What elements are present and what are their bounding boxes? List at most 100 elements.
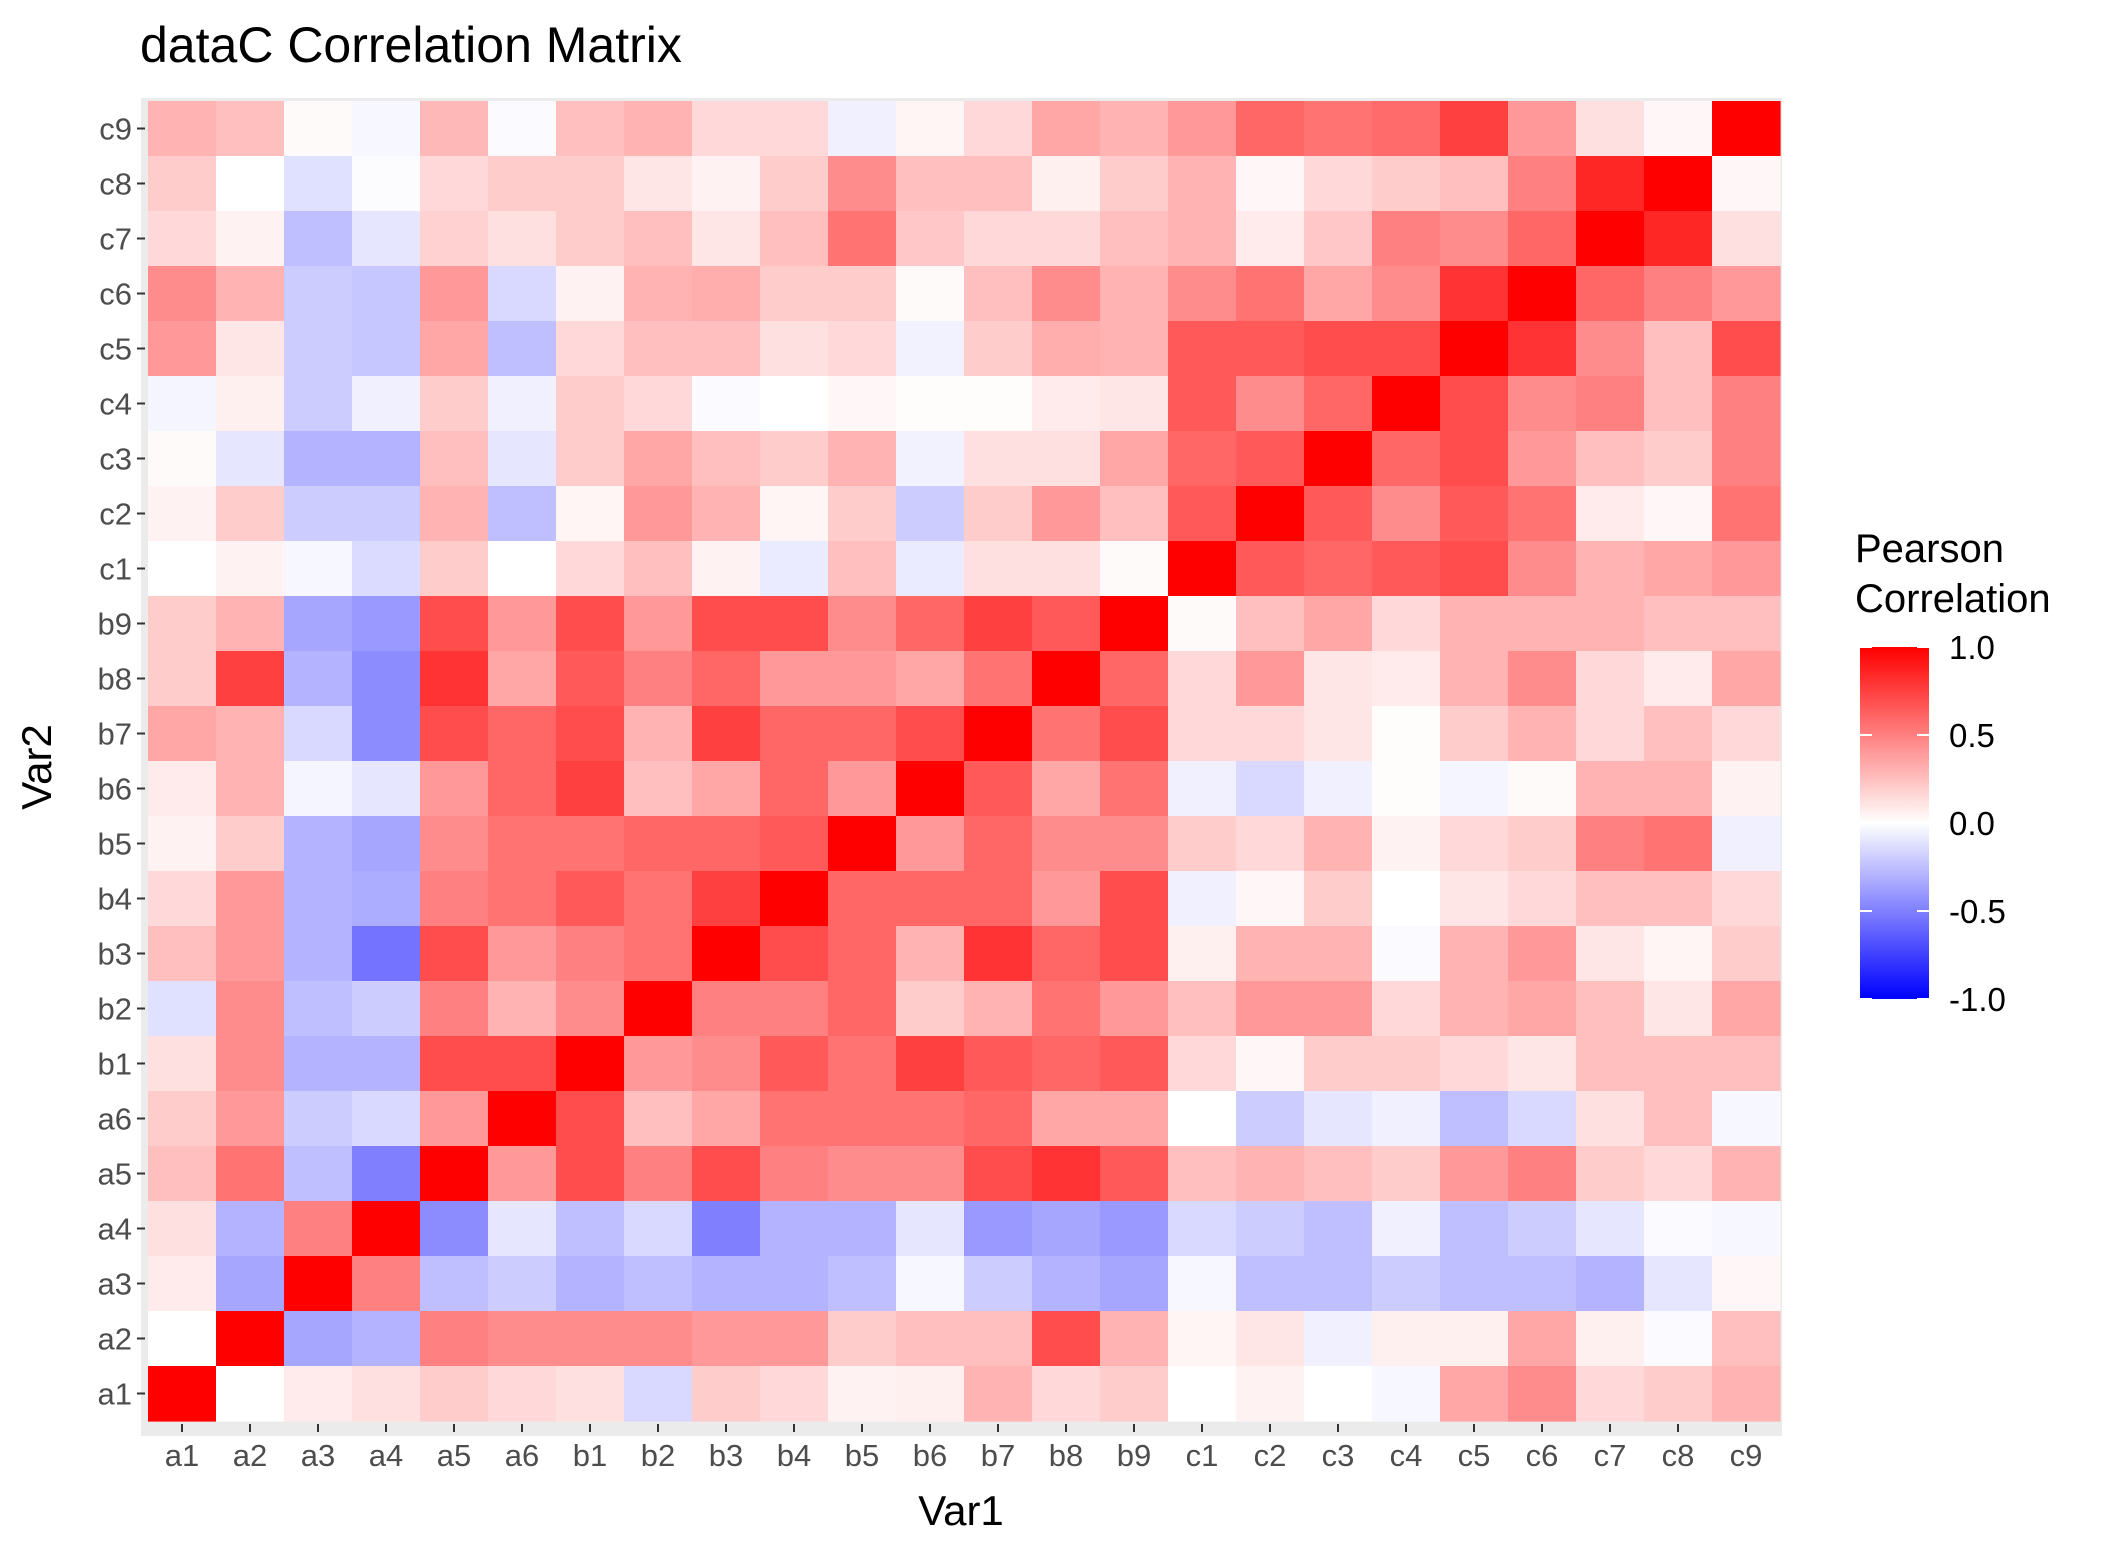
heatmap-cell-b1-b8	[556, 651, 625, 707]
heatmap-cell-b8-c4	[1032, 376, 1101, 432]
heatmap-cell-a1-b3	[148, 926, 217, 982]
heatmap-cell-a2-c5	[216, 321, 285, 377]
heatmap-cell-b3-a2	[692, 1311, 761, 1367]
heatmap-cell-c2-a3	[1236, 1256, 1305, 1312]
heatmap-cell-b2-a6	[624, 1091, 693, 1147]
heatmap-cell-b3-b4	[692, 871, 761, 927]
legend-tick-label-0.5: 0.5	[1949, 717, 1995, 754]
x-tick-label-a6: a6	[505, 1438, 539, 1473]
heatmap-cell-b4-c1	[760, 541, 829, 597]
heatmap-cell-a1-a2	[148, 1311, 217, 1367]
heatmap-cell-b3-a6	[692, 1091, 761, 1147]
heatmap-cell-c1-a3	[1168, 1256, 1237, 1312]
heatmap-cell-a5-c1	[420, 541, 489, 597]
heatmap-cell-a4-c7	[352, 211, 421, 267]
heatmap-cell-b8-b4	[1032, 871, 1101, 927]
heatmap-cell-a2-c6	[216, 266, 285, 322]
legend: Pearson Correlation 1.0 0.5 0.0 -0.5 -1.0	[1855, 527, 2051, 1018]
heatmap-cell-c3-b5	[1304, 816, 1373, 872]
x-axis-ticks: a1 a2 a3 a4 a5 a6 b1 b2 b3 b4 b5 b6 b7 b8 b9 c1 c2 c3 c4 c5…	[165, 1424, 1762, 1473]
heatmap-cell-c4-b5	[1372, 816, 1441, 872]
y-tick-label-b9: b9	[98, 607, 132, 642]
heatmap-cell-b3-c4	[692, 376, 761, 432]
heatmap-cell-b4-c2	[760, 486, 829, 542]
heatmap-cell-c5-a1	[1440, 1366, 1509, 1422]
y-tick-label-a2: a2	[98, 1322, 132, 1357]
x-tick-label-c5: c5	[1458, 1438, 1491, 1473]
heatmap-cell-c3-c1	[1304, 541, 1373, 597]
heatmap-cell-c1-c5	[1168, 321, 1237, 377]
heatmap-cell-a6-a2	[488, 1311, 557, 1367]
heatmap-cell-a6-a6	[488, 1091, 557, 1147]
heatmap-cell-c4-c9	[1372, 101, 1441, 157]
heatmap-cell-c1-a6	[1168, 1091, 1237, 1147]
heatmap-cell-c9-c6	[1712, 266, 1781, 322]
heatmap-cell-b3-b8	[692, 651, 761, 707]
y-tick-label-c4: c4	[99, 387, 132, 422]
heatmap-cell-a5-b7	[420, 706, 489, 762]
heatmap-cell-c6-c3	[1508, 431, 1577, 487]
heatmap-cell-b2-c9	[624, 101, 693, 157]
heatmap-cell-c7-b9	[1576, 596, 1645, 652]
heatmap-cell-a5-b3	[420, 926, 489, 982]
heatmap-cell-b1-b9	[556, 596, 625, 652]
heatmap-cell-c9-c7	[1712, 211, 1781, 267]
heatmap-cell-c4-b2	[1372, 981, 1441, 1037]
heatmap-cell-c9-b4	[1712, 871, 1781, 927]
heatmap-cell-b2-a5	[624, 1146, 693, 1202]
x-tick-label-b2: b2	[641, 1438, 675, 1473]
heatmap-cell-c3-a3	[1304, 1256, 1373, 1312]
heatmap-cell-b9-b2	[1100, 981, 1169, 1037]
heatmap-cell-c9-a4	[1712, 1201, 1781, 1257]
x-tick-label-a4: a4	[369, 1438, 403, 1473]
heatmap-cell-b7-a3	[964, 1256, 1033, 1312]
heatmap-cell-a5-c3	[420, 431, 489, 487]
x-tick-label-b9: b9	[1117, 1438, 1151, 1473]
heatmap-cell-c6-b1	[1508, 1036, 1577, 1092]
heatmap-cell-c2-b6	[1236, 761, 1305, 817]
heatmap-cell-a2-c8	[216, 156, 285, 212]
heatmap-cell-c2-c2	[1236, 486, 1305, 542]
heatmap-cell-a1-b2	[148, 981, 217, 1037]
heatmap-cell-b1-a4	[556, 1201, 625, 1257]
heatmap-cell-c3-b4	[1304, 871, 1373, 927]
heatmap-cell-a2-b9	[216, 596, 285, 652]
heatmap-cell-c1-a2	[1168, 1311, 1237, 1367]
heatmap-cell-b5-b5	[828, 816, 897, 872]
heatmap-cell-a4-a5	[352, 1146, 421, 1202]
heatmap-cell-a2-b5	[216, 816, 285, 872]
heatmap-cell-b4-c7	[760, 211, 829, 267]
heatmap-cell-a1-a5	[148, 1146, 217, 1202]
heatmap-cell-a4-c1	[352, 541, 421, 597]
heatmap-cell-a4-b9	[352, 596, 421, 652]
heatmap-cell-b4-a2	[760, 1311, 829, 1367]
heatmap-cell-c9-a5	[1712, 1146, 1781, 1202]
heatmap-cell-c7-a6	[1576, 1091, 1645, 1147]
heatmap-cell-c3-a1	[1304, 1366, 1373, 1422]
heatmap-cell-a1-c9	[148, 101, 217, 157]
heatmap-cell-b5-a1	[828, 1366, 897, 1422]
heatmap-cell-b7-b3	[964, 926, 1033, 982]
heatmap-cell-b7-b5	[964, 816, 1033, 872]
heatmap-cell-c2-c6	[1236, 266, 1305, 322]
heatmap-cell-b9-c8	[1100, 156, 1169, 212]
heatmap-cell-a4-a4	[352, 1201, 421, 1257]
heatmap-cell-c4-c1	[1372, 541, 1441, 597]
heatmap-cell-a4-b8	[352, 651, 421, 707]
heatmap-cell-c8-a6	[1644, 1091, 1713, 1147]
heatmap-cell-c6-b4	[1508, 871, 1577, 927]
heatmap-cell-c8-c7	[1644, 211, 1713, 267]
heatmap-cell-b8-b2	[1032, 981, 1101, 1037]
heatmap-cell-c5-c6	[1440, 266, 1509, 322]
heatmap-cell-b6-b7	[896, 706, 965, 762]
heatmap-cell-a5-b8	[420, 651, 489, 707]
heatmap-cell-c4-c3	[1372, 431, 1441, 487]
chart-title: dataC Correlation Matrix	[140, 17, 682, 73]
heatmap-cell-b4-c5	[760, 321, 829, 377]
y-tick-label-b6: b6	[98, 772, 132, 807]
heatmap-cell-a4-b5	[352, 816, 421, 872]
heatmap-cell-b4-c4	[760, 376, 829, 432]
heatmap-cell-a3-b3	[284, 926, 353, 982]
heatmap-cell-b9-b7	[1100, 706, 1169, 762]
heatmap-cell-a3-c6	[284, 266, 353, 322]
